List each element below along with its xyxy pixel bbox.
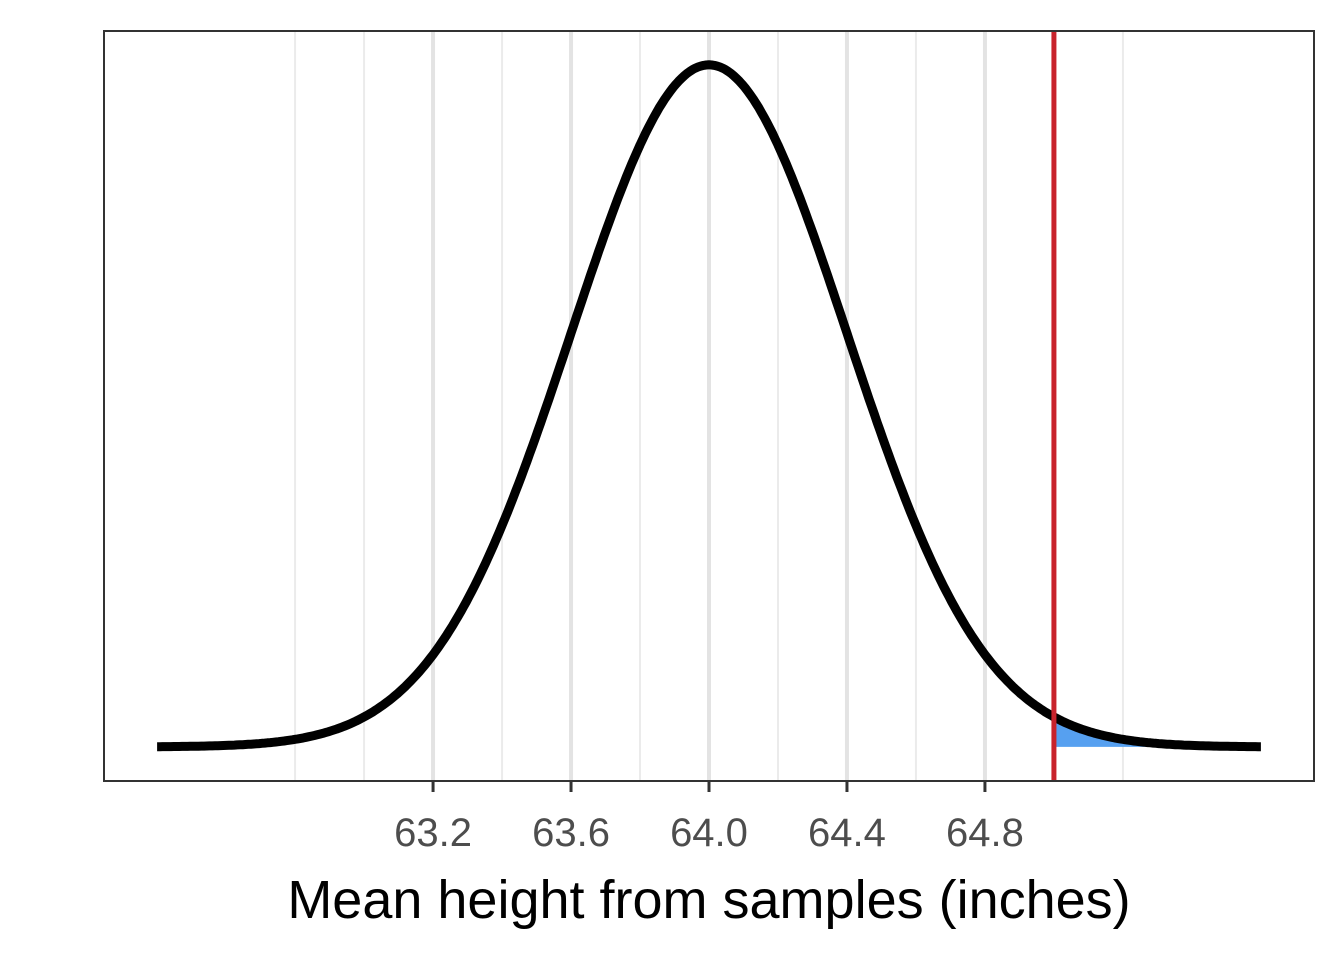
x-axis-ticks: 63.2 63.6 64.0 64.4 64.8 — [394, 781, 1024, 855]
density-curve — [155, 60, 1263, 752]
x-tick-label: 64.4 — [808, 811, 886, 855]
x-tick-label: 63.6 — [532, 811, 610, 855]
x-tick-label: 63.2 — [394, 811, 472, 855]
x-tick-label: 64.0 — [670, 811, 748, 855]
x-tick-label: 64.8 — [946, 811, 1024, 855]
x-axis-title: Mean height from samples (inches) — [287, 870, 1130, 930]
